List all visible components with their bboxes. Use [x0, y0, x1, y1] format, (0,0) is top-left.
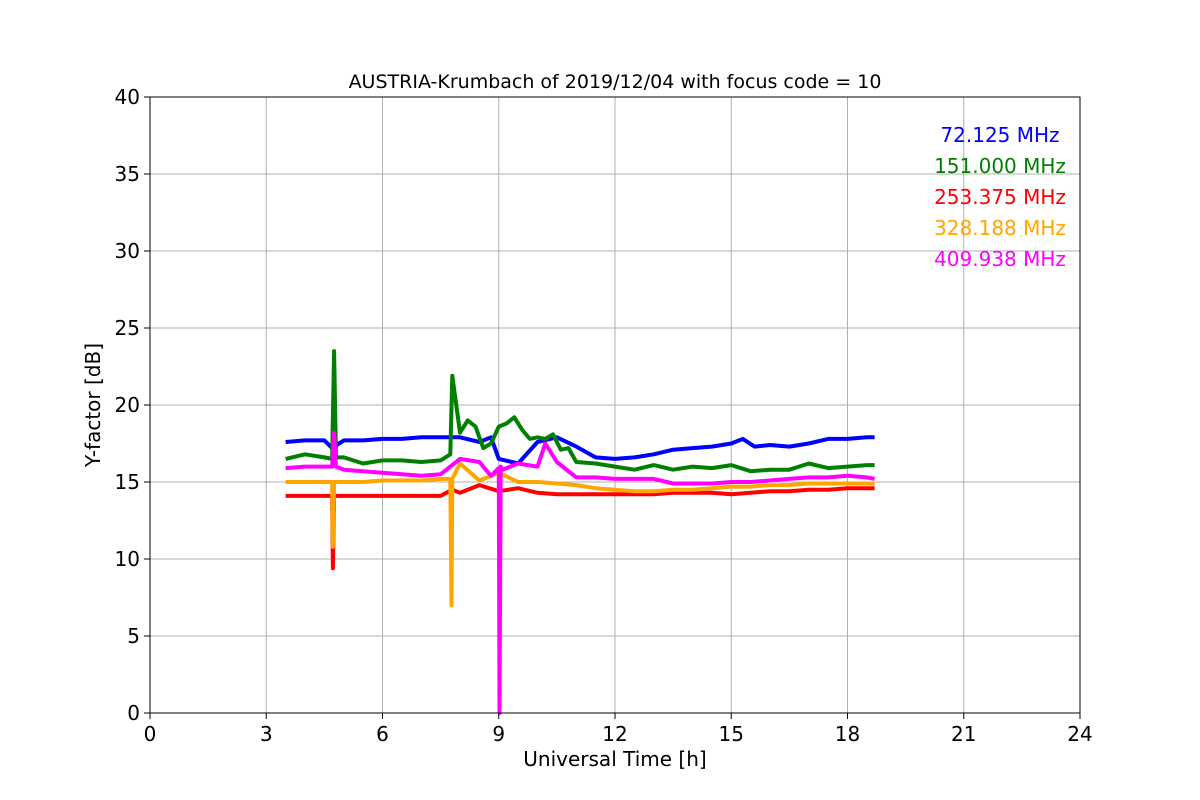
x-tick-label: 6	[376, 722, 389, 746]
legend-entry: 328.188 MHz	[934, 216, 1066, 240]
legend-entry: 253.375 MHz	[934, 185, 1066, 209]
y-tick-label: 35	[115, 162, 140, 186]
x-tick-label: 18	[835, 722, 860, 746]
x-tick-label: 3	[260, 722, 273, 746]
y-tick-label: 15	[115, 470, 140, 494]
x-tick-label: 9	[492, 722, 505, 746]
y-axis-label: Y-factor [dB]	[81, 343, 105, 468]
x-axis: 0 3 6 9 12 15 18 21 24	[144, 713, 1093, 746]
y-tick-label: 40	[115, 85, 140, 109]
y-axis: 0 5 10 15 20 25 30 35 40	[115, 85, 150, 725]
y-tick-label: 10	[115, 547, 140, 571]
legend-entry: 72.125 MHz	[940, 123, 1059, 147]
series-line-4	[285, 430, 875, 715]
legend-entry: 151.000 MHz	[934, 154, 1066, 178]
x-tick-label: 24	[1067, 722, 1092, 746]
legend: 72.125 MHz 151.000 MHz 253.375 MHz 328.188 …	[934, 123, 1066, 271]
y-tick-label: 5	[127, 624, 140, 648]
x-tick-label: 15	[719, 722, 744, 746]
y-tick-label: 20	[115, 393, 140, 417]
y-tick-label: 25	[115, 316, 140, 340]
x-tick-label: 21	[951, 722, 976, 746]
series-line-2	[285, 483, 875, 571]
x-axis-label: Universal Time [h]	[523, 747, 706, 771]
chart-title: AUSTRIA-Krumbach of 2019/12/04 with focu…	[349, 71, 882, 93]
x-tick-label: 12	[602, 722, 627, 746]
series-line-1	[285, 349, 875, 474]
legend-entry: 409.938 MHz	[934, 247, 1066, 271]
y-tick-label: 0	[127, 701, 140, 725]
y-tick-label: 30	[115, 239, 140, 263]
series-line-3	[285, 461, 875, 608]
series-line-0	[285, 435, 875, 466]
x-tick-label: 0	[144, 722, 157, 746]
series-layer	[285, 349, 875, 715]
